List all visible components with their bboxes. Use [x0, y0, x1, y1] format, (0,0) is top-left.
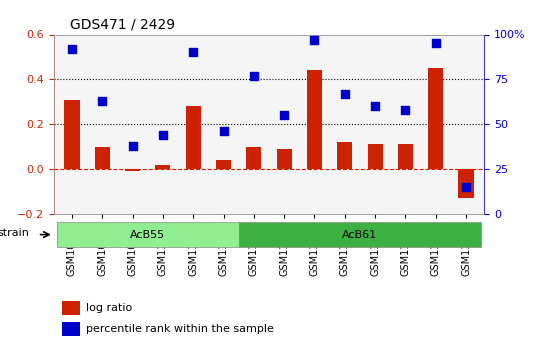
Bar	[246, 147, 261, 169]
Bar	[216, 160, 231, 169]
Point	[159, 132, 167, 138]
Point	[98, 98, 107, 104]
Bar	[367, 145, 383, 169]
FancyBboxPatch shape	[57, 222, 239, 247]
Bar	[186, 106, 201, 169]
Text: AcB61: AcB61	[342, 230, 378, 239]
FancyBboxPatch shape	[239, 222, 481, 247]
Text: AcB55: AcB55	[130, 230, 165, 239]
Text: percentile rank within the sample: percentile rank within the sample	[86, 324, 274, 334]
Point	[128, 143, 137, 148]
Bar	[125, 169, 140, 171]
Bar	[95, 147, 110, 169]
Bar	[65, 100, 80, 169]
Bar	[458, 169, 473, 198]
Bar	[277, 149, 292, 169]
Point	[371, 104, 379, 109]
Point	[68, 46, 76, 52]
Point	[189, 50, 197, 55]
Bar	[62, 301, 80, 315]
Point	[341, 91, 349, 97]
Point	[219, 129, 228, 134]
Point	[310, 37, 319, 43]
Bar	[337, 142, 352, 169]
Bar	[398, 145, 413, 169]
Text: strain: strain	[0, 228, 30, 238]
Bar	[62, 322, 80, 336]
Bar	[428, 68, 443, 169]
Point	[431, 41, 440, 46]
Text: log ratio: log ratio	[86, 303, 132, 313]
Point	[250, 73, 258, 79]
Bar	[155, 165, 171, 169]
Text: GDS471 / 2429: GDS471 / 2429	[70, 17, 175, 31]
Point	[280, 112, 288, 118]
Bar	[307, 70, 322, 169]
Point	[401, 107, 410, 112]
Point	[462, 184, 470, 190]
